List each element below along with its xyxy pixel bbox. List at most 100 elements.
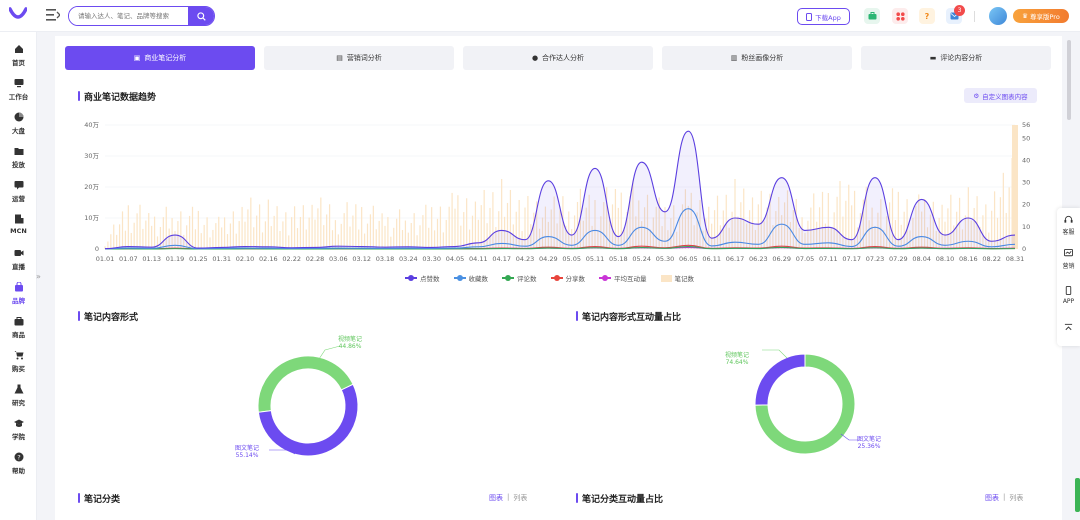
note-count-bar — [775, 211, 777, 249]
customize-chart-button[interactable]: ⚙ 自定义图表内容 — [964, 88, 1037, 103]
note-count-bar — [180, 211, 182, 249]
note-count-bar — [273, 215, 275, 249]
search-button[interactable] — [188, 7, 214, 25]
note-count-bar — [652, 217, 654, 249]
tab-comments[interactable]: ▬ 评论内容分析 — [861, 46, 1051, 70]
page-scrollbar[interactable] — [1067, 40, 1071, 120]
sidebar-item-purchase[interactable]: 购买 — [0, 348, 37, 378]
note-count-bar — [941, 204, 943, 249]
x-tick-label: 07.23 — [866, 255, 885, 263]
note-count-bar — [641, 221, 643, 249]
legend-item-note-count[interactable]: 笔记数 — [660, 273, 694, 283]
note-count-bar — [241, 206, 243, 249]
legend-item-saves[interactable]: 收藏数 — [453, 273, 488, 283]
note-count-bar — [708, 206, 710, 249]
sidebar-item-brand[interactable]: 品牌 — [0, 280, 37, 310]
sidebar-item-ads[interactable]: 投放 — [0, 144, 37, 174]
donut2-video-label: 视频笔记 74.64% — [725, 352, 749, 366]
arrow-up-icon — [1064, 323, 1073, 331]
user-avatar[interactable] — [989, 7, 1007, 25]
tab-commercial-notes[interactable]: ▣ 商业笔记分析 — [65, 46, 255, 70]
x-tick-label: 03.24 — [399, 255, 418, 263]
note-count-bar — [358, 229, 360, 249]
menu-toggle-icon[interactable] — [46, 9, 60, 21]
x-tick-label: 02.22 — [282, 255, 301, 263]
note-count-bar — [576, 201, 579, 249]
tab-fan-profile[interactable]: ▥ 粉丝画像分析 — [662, 46, 852, 70]
note-count-bar — [425, 204, 427, 249]
sidebar-item-workbench[interactable]: 工作台 — [0, 76, 37, 106]
note-count-bar — [582, 220, 584, 249]
note-count-bar — [935, 230, 937, 249]
sidebar-item-academy[interactable]: 学院 — [0, 416, 37, 446]
note-count-bar — [865, 186, 867, 249]
customize-chart-label: 自定义图表内容 — [982, 92, 1028, 101]
note-count-bar — [171, 218, 173, 249]
note-count-bar — [807, 220, 809, 249]
note-count-bar — [813, 193, 815, 249]
x-tick-label: 06.29 — [772, 255, 791, 263]
note-count-bar — [162, 217, 164, 249]
note-count-bar — [194, 229, 197, 249]
note-count-bar — [795, 199, 797, 249]
sidebar-item-research[interactable]: 研究 — [0, 382, 37, 412]
note-count-bar — [296, 228, 299, 249]
note-count-bar — [334, 220, 337, 249]
note-count-bar — [573, 215, 576, 249]
sidebar-item-goods[interactable]: 商品 — [0, 314, 37, 344]
note-count-bar — [859, 213, 862, 249]
tab-creators[interactable]: ● 合作达人分析 — [463, 46, 653, 70]
note-count-bar — [851, 205, 853, 249]
note-count-bar — [1012, 125, 1018, 249]
search-input[interactable] — [69, 7, 192, 25]
note-count-bar — [151, 225, 153, 249]
note-count-bar — [232, 211, 234, 249]
customer-service-button[interactable]: 客服 — [1057, 212, 1080, 242]
download-app-button[interactable]: 下载App — [797, 8, 850, 25]
note-count-bar — [991, 210, 993, 249]
note-count-bar — [923, 199, 926, 249]
vip-plan-button[interactable]: ♛ 尊享版Pro — [1013, 9, 1069, 23]
chart-view-toggle[interactable]: 图表 — [985, 494, 999, 502]
tab-marketing-words[interactable]: ▤ 营销词分析 — [264, 46, 454, 70]
sidebar-item-live[interactable]: 直播 — [0, 246, 37, 276]
chart-view-toggle[interactable]: 图表 — [489, 494, 503, 502]
note-count-bar — [524, 207, 526, 249]
help-question-icon[interactable]: ? — [919, 8, 935, 24]
note-count-bar — [477, 219, 479, 249]
leader-line — [269, 449, 296, 455]
note-count-bar — [886, 216, 888, 249]
briefcase-icon[interactable] — [864, 8, 880, 24]
note-count-bar — [623, 227, 625, 249]
x-tick-label: 01.07 — [119, 255, 138, 263]
brand-logo[interactable] — [9, 7, 27, 21]
note-count-bar — [148, 213, 150, 249]
sidebar-item-label: 工作台 — [8, 93, 29, 101]
sidebar-item-home[interactable]: 首页 — [0, 42, 37, 72]
legend-item-shares[interactable]: 分享数 — [550, 273, 585, 283]
sidebar-item-operation[interactable]: 运营 — [0, 178, 37, 208]
note-count-bar — [431, 207, 433, 249]
note-count-bar — [903, 211, 905, 249]
x-tick-label: 05.30 — [656, 255, 675, 263]
list-view-toggle[interactable]: 列表 — [513, 494, 528, 502]
legend-item-likes[interactable]: 点赞数 — [405, 273, 440, 283]
sidebar-item-market[interactable]: 大盘 — [0, 110, 37, 140]
floating-widget-tab[interactable] — [1075, 478, 1080, 512]
back-to-top-button[interactable] — [1057, 320, 1080, 350]
sidebar-item-help[interactable]: ? 帮助 — [0, 450, 37, 480]
note-count-bar — [530, 224, 532, 249]
float-label: 客服 — [1062, 229, 1075, 236]
marketing-button[interactable]: 营销 — [1057, 246, 1080, 276]
main-panel: ▣ 商业笔记分析 ▤ 营销词分析 ● 合作达人分析 ▥ 粉丝画像分析 ▬ 评论内容分析 商… — [55, 36, 1062, 520]
legend-item-avg-interaction[interactable]: 平均互动量 — [599, 273, 647, 283]
app-download-button[interactable]: APP — [1057, 283, 1080, 313]
note-count-bar — [285, 212, 287, 249]
sidebar-item-mcn[interactable]: MCN — [0, 212, 37, 242]
note-count-bar — [982, 215, 984, 249]
legend-item-comments[interactable]: 评论数 — [502, 273, 537, 283]
note-count-bar — [746, 223, 748, 249]
sidebar-expand-icon[interactable]: » — [36, 272, 41, 281]
apps-grid-icon[interactable] — [892, 8, 908, 24]
list-view-toggle[interactable]: 列表 — [1009, 494, 1024, 502]
